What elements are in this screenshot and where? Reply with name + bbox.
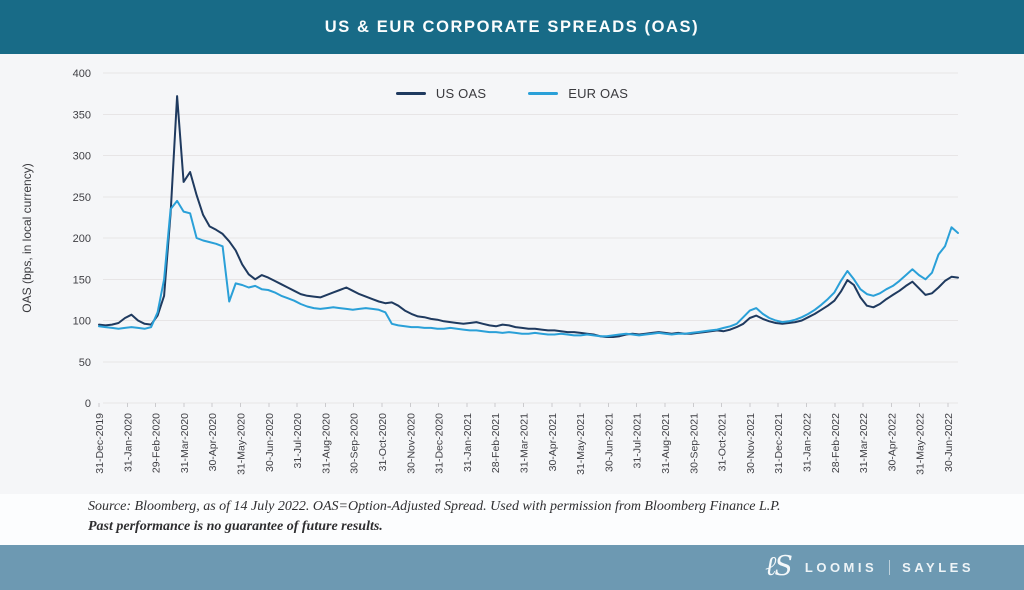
brand-text-loomis: LOOMIS — [804, 560, 878, 575]
legend-label-us-oas: US OAS — [435, 86, 487, 101]
y-tick-label: 300 — [73, 151, 91, 163]
us-oas-line — [98, 95, 959, 338]
x-tick-label: 31-Dec-2021 — [773, 413, 785, 474]
x-tick-label: 31-May-2020 — [235, 413, 247, 475]
x-tick-label: 29-Feb-2020 — [151, 413, 163, 473]
loomis-sayles-monogram-icon: ℓS — [765, 551, 793, 582]
chart-legend: US OAS EUR OAS — [0, 86, 1024, 101]
legend-label-eur-oas: EUR OAS — [568, 86, 629, 101]
x-tick-label: 31-Oct-2021 — [717, 413, 729, 472]
x-tick-label: 31-Jan-2022 — [801, 413, 813, 472]
page-title: US & EUR CORPORATE SPREADS (OAS) — [324, 17, 700, 36]
source-note-line-1: Source: Bloomberg, as of 14 July 2022. O… — [88, 499, 781, 514]
chart-background — [0, 54, 1024, 494]
brand-divider — [889, 560, 891, 575]
x-tick-label: 30-Apr-2022 — [886, 413, 898, 472]
x-tick-label: 30-Nov-2021 — [745, 413, 757, 474]
x-tick-label: 30-Jun-2022 — [943, 413, 955, 472]
source-note: Source: Bloomberg, as of 14 July 2022. O… — [88, 497, 984, 536]
title-bar: US & EUR CORPORATE SPREADS (OAS) — [0, 0, 1024, 54]
x-tick-label: 30-Sep-2021 — [688, 413, 700, 474]
y-tick-label: 250 — [73, 192, 91, 204]
loomis-sayles-wordmark: LOOMIS SAYLES — [805, 560, 974, 575]
y-tick-label: 100 — [73, 316, 91, 328]
x-tick-label: 31-Aug-2020 — [320, 413, 332, 474]
x-tick-label: 31-May-2021 — [575, 413, 587, 475]
y-tick-label: 0 — [85, 398, 91, 410]
us-oas-line-swatch — [395, 92, 426, 95]
y-tick-label: 200 — [73, 233, 91, 245]
x-tick-label: 31-Dec-2020 — [434, 413, 446, 474]
x-tick-label: 31-May-2022 — [915, 413, 927, 475]
disclaimer-line: Past performance is no guarantee of futu… — [88, 518, 383, 534]
x-tick-label: 30-Nov-2020 — [405, 413, 417, 474]
x-tick-label: 31-Oct-2020 — [377, 413, 389, 472]
x-tick-label: 30-Sep-2020 — [349, 413, 361, 474]
x-tick-label: 31-Jan-2021 — [462, 413, 474, 472]
brand-text-sayles: SAYLES — [902, 560, 974, 575]
y-tick-label: 350 — [73, 109, 91, 121]
x-tick-label: 30-Jun-2020 — [264, 413, 276, 472]
eur-oas-line-swatch — [528, 92, 559, 95]
x-tick-label: 31-Aug-2021 — [660, 413, 672, 474]
legend-item-eur-oas: EUR OAS — [528, 86, 628, 101]
y-tick-label: 150 — [73, 274, 91, 286]
x-tick-label: 30-Apr-2020 — [207, 413, 219, 472]
legend-item-us-oas: US OAS — [395, 86, 487, 101]
y-axis-title: OAS (bps, in local currency) — [20, 163, 34, 312]
y-tick-label: 50 — [79, 357, 91, 369]
y-tick-label: 400 — [73, 68, 91, 80]
x-tick-label: 30-Apr-2021 — [547, 413, 559, 472]
footer-bar: ℓS LOOMIS SAYLES — [0, 545, 1024, 590]
oas-spread-line-chart: 0 50 100 150 200 250 300 350 400 31-Dec-2019 31-Ja… — [20, 68, 959, 475]
x-tick-label: 30-Jun-2021 — [603, 413, 615, 472]
eur-oas-line — [98, 199, 959, 338]
loomis-sayles-logo: ℓS LOOMIS SAYLES — [765, 551, 974, 582]
x-tick-label: 31-Mar-2020 — [179, 413, 191, 473]
x-tick-label: 28-Feb-2021 — [490, 413, 502, 473]
x-tick-label: 31-Jul-2020 — [292, 413, 304, 469]
x-tick-label: 31-Jul-2021 — [632, 413, 644, 469]
x-tick-label: 28-Feb-2022 — [830, 413, 842, 473]
x-tick-label: 31-Mar-2022 — [858, 413, 870, 473]
x-tick-label: 31-Mar-2021 — [518, 413, 530, 473]
x-tick-label: 31-Jan-2020 — [122, 413, 134, 472]
x-tick-label: 31-Dec-2019 — [94, 413, 106, 474]
